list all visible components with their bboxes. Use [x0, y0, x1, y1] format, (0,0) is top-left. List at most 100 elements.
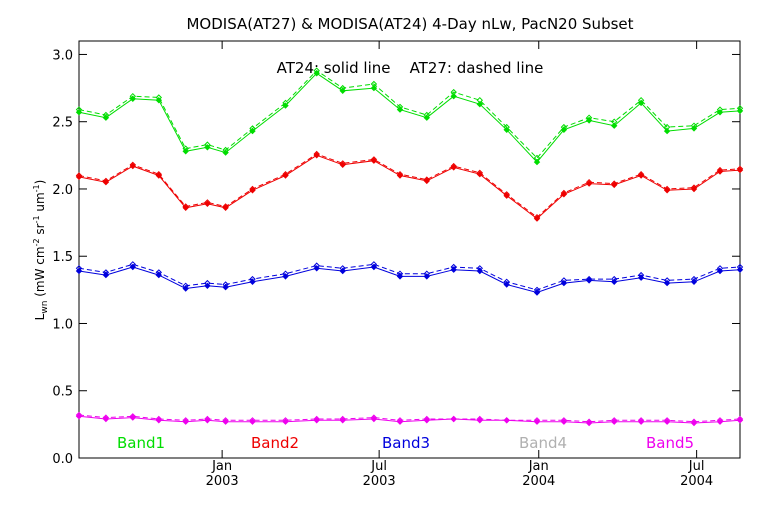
band2-dashed-point	[663, 185, 671, 193]
y-tick-label: 1.0	[52, 317, 73, 332]
band1-dashed-point	[155, 94, 163, 101]
band5-dashed-point	[222, 417, 229, 424]
plot-frame	[78, 40, 741, 459]
band5-dashed-point	[450, 415, 457, 423]
band2-dashed-point	[339, 160, 346, 167]
band2-dashed-point	[222, 203, 229, 210]
band1-dashed-point	[313, 67, 320, 74]
y-tick-label: 0.0	[52, 452, 73, 467]
y-label-mid: sr	[33, 223, 47, 238]
band1-solid-line	[78, 72, 741, 163]
y-label-end: )	[33, 180, 47, 185]
band3-dashed-point	[716, 265, 724, 272]
band3-dashed-point	[370, 261, 378, 268]
legend-band3: Band3	[382, 434, 430, 452]
band2-dashed-point	[204, 199, 211, 206]
band5-dashed-point	[716, 417, 724, 424]
band1-solid-point	[450, 92, 457, 100]
x-tick-month: Jul	[688, 459, 705, 474]
y-axis-label: Lwn (mW cm-2 sr-1 um-1)	[32, 180, 50, 321]
band1-dashed-point	[370, 80, 378, 88]
legend-band2: Band2	[251, 434, 299, 452]
band3-dashed-point	[585, 275, 593, 283]
band3-dashed-point	[476, 265, 484, 272]
band3-dashed-point	[450, 263, 457, 271]
legend: Band1 Band2 Band3 Band4 Band5	[117, 434, 694, 452]
band1-dashed-point	[182, 145, 189, 152]
band3-dashed-point	[102, 269, 110, 276]
band3-dashed-point	[637, 271, 645, 279]
series-group	[75, 67, 744, 427]
band3-dashed-point	[129, 261, 137, 268]
band2-dashed-point	[716, 166, 724, 174]
band2-dashed-line	[78, 153, 741, 218]
y-tick-label: 0.5	[52, 385, 73, 400]
band2-dashed-point	[585, 178, 593, 186]
band5-dashed-point	[560, 417, 568, 424]
band3-dashed-point	[690, 275, 698, 283]
x-tick-year: 2003	[206, 474, 239, 489]
band2-solid-line	[78, 154, 741, 220]
band1-dashed-point	[423, 111, 431, 119]
band2-dashed-point	[75, 172, 83, 179]
band2-dashed-point	[476, 169, 484, 177]
y-label-exp2: -1	[32, 215, 41, 223]
y-tick-label: 3.0	[52, 48, 73, 63]
svg-text:Lwn (mW cm-2 sr-1 um-1): Lwn (mW cm-2 sr-1 um-1)	[32, 180, 50, 321]
band2-dashed-point	[282, 170, 289, 178]
band5-dashed-point	[182, 417, 189, 424]
band2-dashed-point	[313, 150, 320, 158]
band5-dashed-point	[204, 415, 211, 423]
band3-dashed-point	[204, 279, 211, 287]
band3-dashed-point	[155, 269, 163, 276]
band2-dashed-point	[396, 170, 404, 178]
band1-solid-point	[610, 122, 618, 129]
band1-dashed-point	[716, 106, 724, 113]
band1-solid-point	[370, 84, 378, 92]
band1-dashed-point	[282, 99, 289, 107]
band2-dashed-point	[423, 176, 431, 183]
band3-dashed-point	[736, 263, 744, 271]
band2-dashed-point	[610, 180, 618, 187]
band2-dashed-point	[503, 191, 510, 198]
x-tick-year: 2004	[680, 474, 713, 489]
x-tick-month: Jan	[211, 459, 232, 474]
y-tick-label: 2.5	[52, 116, 73, 131]
band5-dashed-point	[585, 418, 593, 425]
band5-dashed-point	[313, 415, 320, 423]
x-tick-month: Jan	[528, 459, 549, 474]
band5-solid-line	[78, 415, 741, 424]
y-axis: 0.0 0.5 1.0 1.5 2.0 2.5 3.0	[52, 48, 740, 467]
x-tick-month: Jul	[370, 459, 387, 474]
legend-band4: Band4	[519, 434, 567, 452]
y-label-exp3: -1	[32, 184, 41, 192]
band1-dashed-point	[249, 125, 256, 132]
band2-dashed-point	[102, 177, 110, 185]
band5-dashed-point	[249, 417, 256, 424]
band2-dashed-point	[450, 162, 457, 170]
band5-dashed-point	[339, 415, 346, 423]
band3-dashed-point	[282, 270, 289, 277]
x-tick-year: 2003	[363, 474, 396, 489]
band5-dashed-point	[396, 417, 404, 424]
x-tick-year: 2004	[522, 474, 555, 489]
band3-dashed-point	[560, 277, 568, 284]
band1-dashed-point	[560, 123, 568, 131]
band2-dashed-point	[249, 185, 256, 193]
line-style-annotation: AT24: solid line AT27: dashed line	[277, 59, 544, 77]
band1-solid-point	[663, 127, 671, 135]
band3-dashed-point	[610, 275, 618, 283]
band3-dashed-point	[313, 262, 320, 269]
band5-dashed-point	[690, 418, 698, 425]
band3-dashed-point	[249, 275, 256, 283]
y-label-sub: wn	[40, 301, 50, 314]
band1-dashed-point	[736, 105, 744, 112]
band1-solid-point	[533, 158, 541, 166]
band1-dashed-point	[690, 122, 698, 129]
band1-dashed-point	[102, 111, 110, 119]
band1-solid-point	[476, 100, 484, 108]
band1-dashed-point	[663, 123, 671, 131]
band1-dashed-line	[78, 69, 741, 159]
band3-dashed-point	[663, 277, 671, 284]
